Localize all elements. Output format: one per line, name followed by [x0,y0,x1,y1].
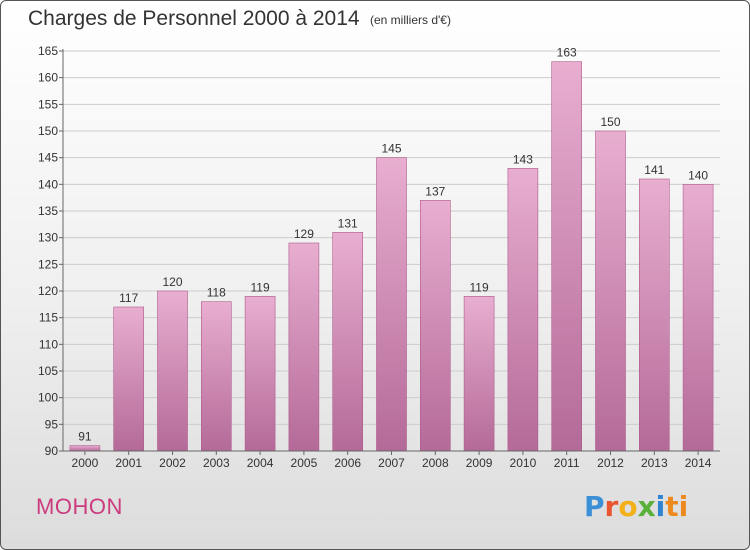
bar [551,61,583,452]
data-label: 131 [338,216,358,230]
bar [69,445,101,452]
x-tick-label: 2009 [466,456,493,470]
y-tick-label: 100 [38,391,58,405]
y-tick-label: 120 [38,284,58,298]
data-label: 117 [119,291,138,305]
data-label: 137 [425,184,445,198]
y-tick-label: 155 [38,97,58,111]
x-tick-label: 2005 [291,456,318,470]
data-label: 145 [381,142,401,156]
bar [638,178,670,452]
x-tick-label: 2010 [510,456,537,470]
x-tick-label: 2006 [334,456,361,470]
logo-letter: i [655,490,666,523]
x-tick-label: 2007 [378,456,405,470]
bar [157,290,188,452]
logo-letter: o [618,490,638,523]
y-tick-label: 165 [38,44,58,58]
data-label: 119 [470,280,489,294]
bar [376,157,407,452]
data-label: 163 [557,46,577,60]
chart-subtitle: (en milliers d'€) [370,13,451,27]
logo-letter: r [604,490,619,523]
y-tick-label: 130 [38,231,58,245]
x-tick-label: 2004 [247,456,274,470]
bar [201,301,232,452]
bar [244,296,276,452]
bar-chart: 90 95 100 105 110 115 120 125 130 135 140 145 150 155… [38,44,720,470]
x-tick-label: 2014 [685,456,712,470]
bar [507,168,539,452]
data-label: 129 [294,227,314,241]
x-tick-label: 2000 [72,456,99,470]
data-label: 143 [513,152,533,166]
y-tick-label: 115 [39,311,58,325]
y-tick-label: 105 [38,364,58,378]
x-axis-ticks: 2000 2001 2002 2003 2004 2005 2006 2007 2008 2009… [72,451,712,470]
y-tick-label: 110 [39,337,58,351]
data-label: 119 [251,280,270,294]
commune-name: MOHON [36,494,123,519]
y-tick-label: 150 [38,124,58,138]
y-tick-label: 145 [38,151,58,165]
data-label: 141 [644,163,664,177]
axes [62,49,720,452]
bar [288,242,320,452]
y-tick-label: 125 [38,257,58,271]
x-tick-label: 2012 [597,456,624,470]
bar [463,296,495,452]
y-tick-label: 135 [38,204,58,218]
bar [682,184,714,452]
x-tick-label: 2013 [641,456,668,470]
data-label: 91 [78,430,92,444]
y-tick-label: 160 [38,71,58,85]
x-tick-label: 2001 [115,456,142,470]
y-tick-label: 90 [45,444,59,458]
data-label: 140 [688,168,708,182]
x-tick-label: 2003 [203,456,230,470]
data-label: 150 [600,115,620,129]
logo-letter: P [584,490,605,523]
logo-letter: ti [665,490,689,523]
bars [69,61,714,452]
bar [332,232,364,452]
proxiti-logo: Proxiti [584,490,688,523]
bar [113,306,144,452]
bar [419,200,451,452]
y-axis-ticks: 90 95 100 105 110 115 120 125 130 135 140 145 150 155… [38,44,63,458]
x-tick-label: 2008 [422,456,449,470]
data-label: 120 [162,275,182,289]
x-tick-label: 2002 [159,456,186,470]
logo-letter: x [637,490,656,523]
y-tick-label: 140 [38,177,58,191]
bar [595,130,626,452]
data-label: 118 [207,286,226,300]
x-tick-label: 2011 [554,456,580,470]
chart-title: Charges de Personnel 2000 à 2014 [28,7,360,30]
y-tick-label: 95 [45,417,59,431]
data-labels: 91 117 120 118 119 129 131 145 137 119 143 163 150 14… [78,46,708,444]
